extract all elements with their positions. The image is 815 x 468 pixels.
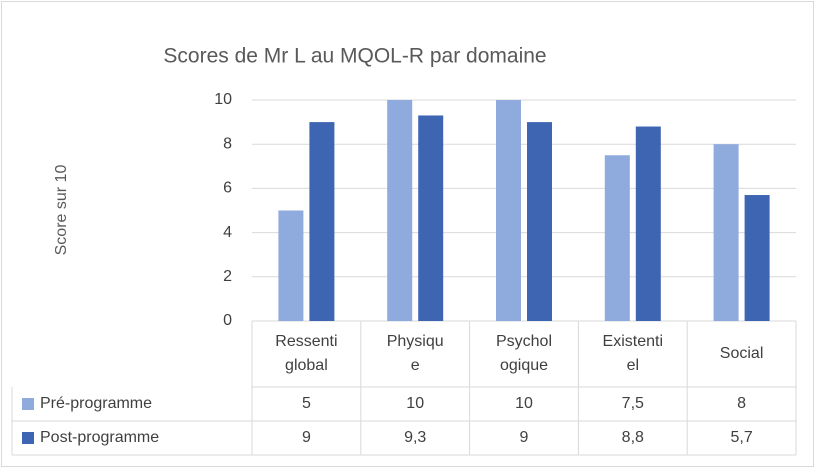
data-table-value: 10 xyxy=(515,395,533,412)
data-table-value: 9 xyxy=(520,429,529,446)
y-tick-label: 4 xyxy=(223,224,232,241)
chart-title: Scores de Mr L au MQOL-R par domaine xyxy=(163,45,546,68)
y-axis-label: Score sur 10 xyxy=(53,165,70,256)
bar xyxy=(278,210,304,321)
y-tick-label: 8 xyxy=(223,135,232,152)
data-table-value: 7,5 xyxy=(622,395,644,412)
x-tick-label: Ressenti global xyxy=(275,333,338,374)
data-table-value: 8,8 xyxy=(622,429,644,446)
legend-label: Pré-programme xyxy=(40,395,152,412)
y-tick-label: 10 xyxy=(214,91,232,108)
x-tick-label: Psychologique xyxy=(495,333,552,374)
bar xyxy=(527,122,552,321)
bar xyxy=(418,115,444,321)
y-tick-label: 2 xyxy=(223,268,232,285)
bar xyxy=(604,155,630,321)
legend-key xyxy=(22,432,34,444)
bar xyxy=(744,195,770,321)
y-tick-label: 0 xyxy=(223,312,232,329)
bar xyxy=(713,144,739,321)
data-table-value: 9,3 xyxy=(404,429,426,446)
data-table-value: 8 xyxy=(737,395,746,412)
data-table-value: 5 xyxy=(302,395,311,412)
bar xyxy=(635,126,661,322)
x-tick-label: Social xyxy=(719,345,764,362)
legend-label: Post-programme xyxy=(40,429,159,446)
legend-key xyxy=(22,398,34,410)
bar xyxy=(309,122,335,321)
data-table-value: 5,7 xyxy=(730,429,752,446)
data-table-value: 9 xyxy=(302,429,311,446)
data-table-value: 10 xyxy=(406,395,424,412)
bar xyxy=(387,100,413,321)
x-tick-label: Physique xyxy=(386,333,444,374)
x-tick-label: Existentiel xyxy=(602,333,664,374)
bar xyxy=(496,100,521,321)
y-tick-label: 6 xyxy=(223,180,232,197)
